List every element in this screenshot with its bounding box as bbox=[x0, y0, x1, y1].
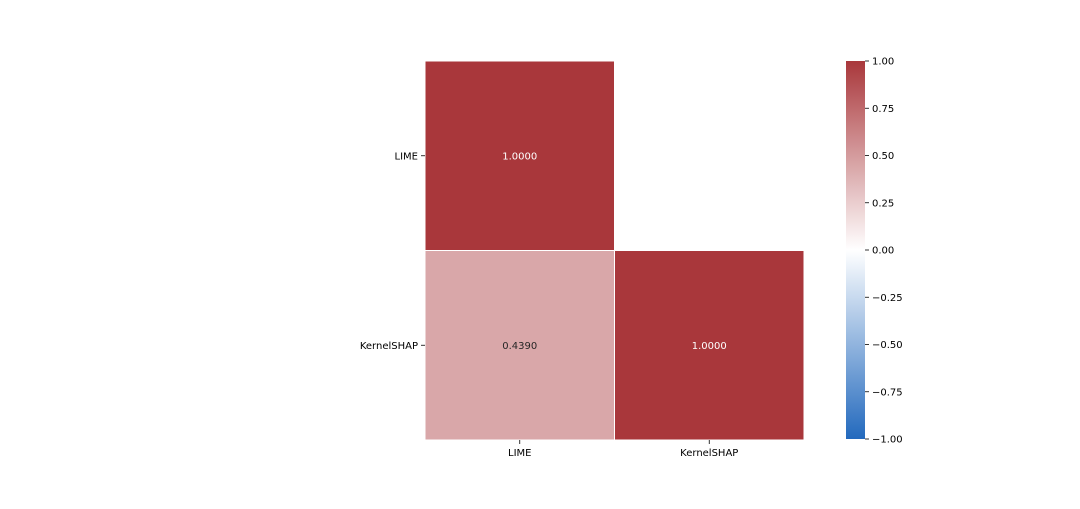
colorbar-tick-label-3: 0.25 bbox=[872, 198, 894, 209]
colorbar bbox=[846, 61, 865, 439]
colorbar-tick-label-8: −1.00 bbox=[872, 435, 903, 446]
colorbar-tick-label-1: 0.75 bbox=[872, 104, 894, 115]
y-tick-label-0: LIME bbox=[395, 151, 418, 162]
colorbar-tick-label-5: −0.25 bbox=[872, 293, 903, 304]
x-tick-label-0: LIME bbox=[508, 448, 531, 459]
heatmap-cell-r1-c0 bbox=[424, 250, 615, 441]
cell-value-label-r1-c1: 1.0000 bbox=[692, 341, 727, 352]
heatmap-cell-r0-c0 bbox=[424, 60, 615, 251]
colorbar-tick-label-7: −0.75 bbox=[872, 387, 903, 398]
colorbar-tick-label-6: −0.50 bbox=[872, 340, 903, 351]
x-tick-label-1: KernelSHAP bbox=[680, 448, 738, 459]
y-tick-label-1: KernelSHAP bbox=[360, 341, 418, 352]
cell-value-label-r0-c0: 1.0000 bbox=[502, 151, 537, 162]
colorbar-tick-label-0: 1.00 bbox=[872, 57, 894, 68]
cell-value-label-r1-c0: 0.4390 bbox=[502, 341, 537, 352]
colorbar-tick-label-2: 0.50 bbox=[872, 151, 894, 162]
heatmap-cell-r1-c1 bbox=[614, 250, 805, 441]
colorbar-tick-label-4: 0.00 bbox=[872, 246, 894, 257]
